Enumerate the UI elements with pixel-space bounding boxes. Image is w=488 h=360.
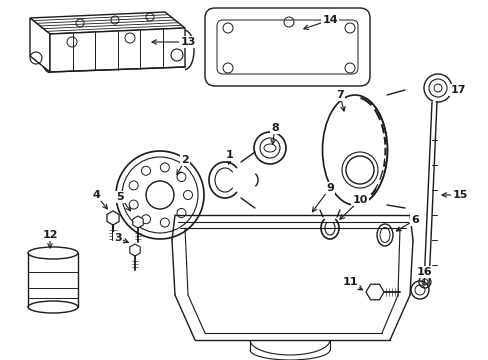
Text: 5: 5 bbox=[116, 192, 123, 202]
Polygon shape bbox=[30, 18, 50, 72]
Polygon shape bbox=[30, 12, 184, 34]
Text: 6: 6 bbox=[410, 215, 418, 225]
Text: 13: 13 bbox=[180, 37, 195, 47]
Text: 2: 2 bbox=[181, 155, 188, 165]
Polygon shape bbox=[107, 211, 119, 225]
Text: 7: 7 bbox=[335, 90, 343, 100]
Text: 11: 11 bbox=[342, 277, 357, 287]
Text: 3: 3 bbox=[114, 233, 122, 243]
Text: 15: 15 bbox=[451, 190, 467, 200]
Text: 9: 9 bbox=[325, 183, 333, 193]
Text: 17: 17 bbox=[449, 85, 465, 95]
Text: 10: 10 bbox=[351, 195, 367, 205]
Text: 14: 14 bbox=[322, 15, 337, 25]
Polygon shape bbox=[50, 28, 184, 72]
Text: 8: 8 bbox=[270, 123, 278, 133]
Text: 1: 1 bbox=[225, 150, 233, 160]
Text: 12: 12 bbox=[42, 230, 58, 240]
Polygon shape bbox=[133, 216, 143, 228]
Polygon shape bbox=[129, 244, 140, 256]
Text: 16: 16 bbox=[416, 267, 432, 277]
Polygon shape bbox=[365, 284, 383, 300]
Text: 4: 4 bbox=[92, 190, 100, 200]
